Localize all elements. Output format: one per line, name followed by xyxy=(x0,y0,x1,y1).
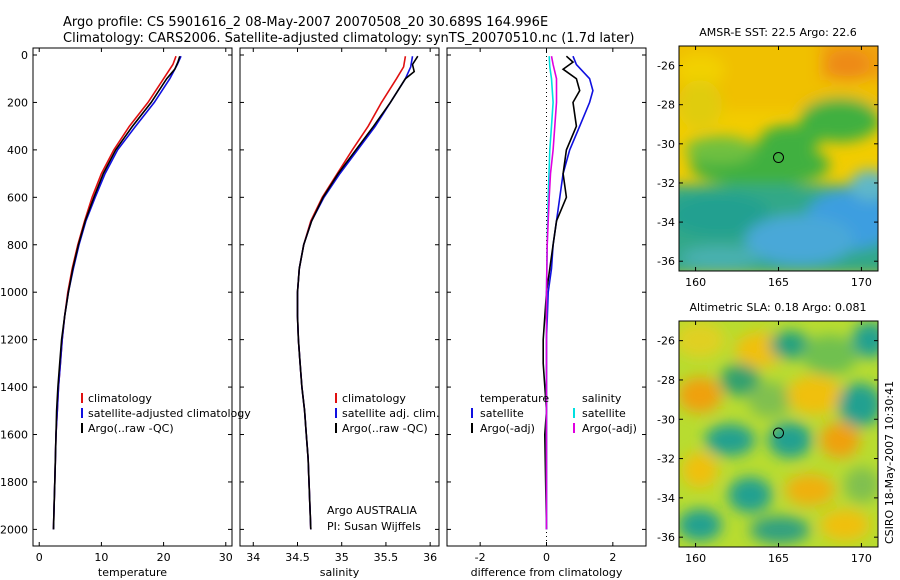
x-tick-label: 2 xyxy=(609,551,616,564)
y-tick-label: 1000 xyxy=(0,286,28,299)
x-tick-label: 160 xyxy=(685,276,706,289)
series-line xyxy=(542,55,581,530)
x-tick-label: 20 xyxy=(157,551,171,564)
legend-label: satellite xyxy=(582,407,626,420)
y-tick-label: -36 xyxy=(657,531,675,544)
legend-label: Argo(-adj) xyxy=(480,422,535,435)
series-line xyxy=(296,55,419,530)
sla-field xyxy=(679,321,878,547)
sla-map-panel: Altimetric SLA: 0.18 Argo: 0.081 160 165 1… xyxy=(657,301,879,565)
y-tick-label: 1200 xyxy=(0,334,28,347)
sst-field xyxy=(679,46,878,271)
x-tick-label: 160 xyxy=(685,552,706,565)
y-tick-label: 200 xyxy=(7,96,28,109)
pi-text: PI: Susan Wijffels xyxy=(327,520,421,533)
y-tick-label: 1400 xyxy=(0,381,28,394)
x-tick-label: 34.5 xyxy=(285,551,310,564)
difference-panel: -2 0 2 difference from climatology temperatu… xyxy=(446,47,647,579)
figure-title-line1: Argo profile: CS 5901616_2 08-May-2007 2… xyxy=(63,15,548,30)
y-tick-label: -28 xyxy=(657,374,675,387)
x-tick-label: 165 xyxy=(768,276,789,289)
x-tick-label: 34 xyxy=(246,551,260,564)
x-axis-label: difference from climatology xyxy=(471,566,623,579)
series-line xyxy=(545,55,594,530)
side-timestamp: CSIRO 18-May-2007 10:30:41 xyxy=(883,381,896,544)
legend-label: Argo(-adj) xyxy=(582,422,637,435)
x-tick-label: 170 xyxy=(851,276,872,289)
y-tick-label: 600 xyxy=(7,191,28,204)
x-axis-label: salinity xyxy=(320,566,360,579)
y-tick-label: -36 xyxy=(657,255,675,268)
y-tick-label: -32 xyxy=(657,453,675,466)
y-tick-label: -26 xyxy=(657,335,675,348)
legend-heading: temperature xyxy=(480,392,549,405)
y-tick-label: -26 xyxy=(657,60,675,73)
temperature-panel: 0 200 400 600 800 1000 1200 1400 1600 1800 2000 0 10… xyxy=(0,47,251,579)
y-tick-label: -34 xyxy=(657,492,675,505)
x-tick-label: 165 xyxy=(768,552,789,565)
legend-label: Argo(..raw -QC) xyxy=(342,422,428,435)
y-tick-label: 0 xyxy=(21,49,28,62)
x-axis-label: temperature xyxy=(98,566,167,579)
y-tick-label: -34 xyxy=(657,216,675,229)
plot-frame xyxy=(32,47,233,547)
legend-label: climatology xyxy=(88,392,152,405)
legend-label: satellite-adjusted climatology xyxy=(88,407,251,420)
legend-label: climatology xyxy=(342,392,406,405)
series-line xyxy=(296,56,407,530)
y-tick-label: -30 xyxy=(657,413,675,426)
credit-text: Argo AUSTRALIA xyxy=(327,504,417,517)
series-line xyxy=(296,56,414,530)
series-line xyxy=(52,55,181,530)
legend-label: satellite xyxy=(480,407,524,420)
y-tick-label: -28 xyxy=(657,99,675,112)
y-tick-label: 1600 xyxy=(0,429,28,442)
y-tick-label: 1800 xyxy=(0,476,28,489)
series-line xyxy=(52,55,177,530)
x-tick-label: 0 xyxy=(543,551,550,564)
figure-title-line2: Climatology: CARS2006. Satellite-adjuste… xyxy=(63,31,635,46)
x-tick-label: 35.5 xyxy=(374,551,399,564)
x-tick-label: 35 xyxy=(335,551,349,564)
salinity-panel: 34 34.5 35 35.5 36 salinity climatology satelli… xyxy=(239,47,440,579)
sst-map-title: AMSR-E SST: 22.5 Argo: 22.6 xyxy=(699,26,857,39)
series-line xyxy=(52,55,182,530)
y-tick-label: 400 xyxy=(7,144,28,157)
x-tick-label: 10 xyxy=(94,551,108,564)
x-tick-label: 30 xyxy=(219,551,233,564)
y-tick-label: 800 xyxy=(7,239,28,252)
x-tick-label: 170 xyxy=(851,552,872,565)
legend-label: Argo(..raw -QC) xyxy=(88,422,174,435)
y-tick-label: -30 xyxy=(657,138,675,151)
series-line xyxy=(545,56,558,530)
legend-heading: salinity xyxy=(582,392,622,405)
legend-label: satellite adj. clim. xyxy=(342,407,439,420)
sst-map-panel: AMSR-E SST: 22.5 Argo: 22.6 160 165 170 -26… xyxy=(657,26,879,289)
x-tick-label: -2 xyxy=(475,551,486,564)
y-tick-label: 2000 xyxy=(0,523,28,536)
y-tick-label: -32 xyxy=(657,177,675,190)
argo-position-marker xyxy=(773,427,784,439)
argo-position-marker xyxy=(773,152,784,164)
sla-map-title: Altimetric SLA: 0.18 Argo: 0.081 xyxy=(689,301,866,314)
x-tick-label: 0 xyxy=(36,551,43,564)
x-tick-label: 36 xyxy=(423,551,437,564)
plot-frame xyxy=(239,47,440,547)
